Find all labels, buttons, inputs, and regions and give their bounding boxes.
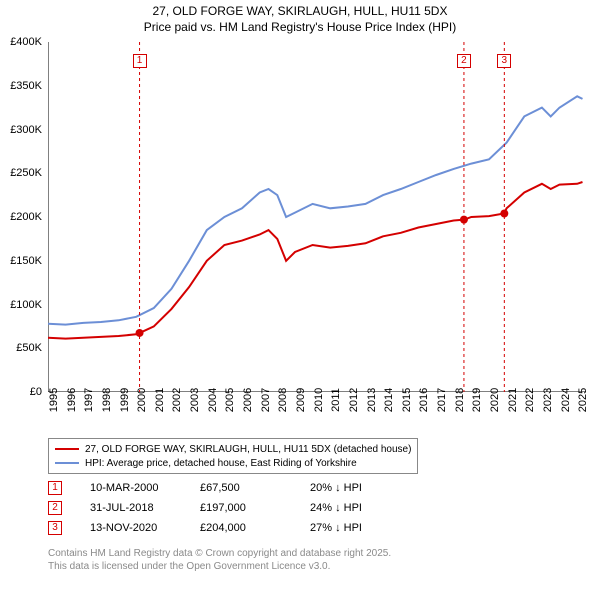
x-tick-label: 2016 (418, 388, 430, 412)
x-tick-label: 2018 (454, 388, 466, 412)
x-tick-label: 1995 (48, 388, 60, 412)
sales-date: 13-NOV-2020 (90, 522, 200, 534)
legend-label-hpi: HPI: Average price, detached house, East… (85, 458, 357, 469)
y-tick-label: £250K (0, 167, 42, 179)
event-marker: 2 (457, 54, 471, 68)
sales-price: £67,500 (200, 482, 310, 494)
x-tick-label: 2004 (207, 388, 219, 412)
x-tick-label: 2017 (436, 388, 448, 412)
legend-label-subject: 27, OLD FORGE WAY, SKIRLAUGH, HULL, HU11… (85, 444, 411, 455)
legend-swatch-hpi (55, 462, 79, 464)
y-tick-label: £200K (0, 211, 42, 223)
footer-line1: Contains HM Land Registry data © Crown c… (48, 548, 391, 561)
x-tick-label: 2010 (313, 388, 325, 412)
x-tick-label: 2011 (330, 388, 342, 412)
sales-date: 10-MAR-2000 (90, 482, 200, 494)
x-tick-label: 1999 (119, 388, 131, 412)
title-line1: 27, OLD FORGE WAY, SKIRLAUGH, HULL, HU11… (0, 4, 600, 20)
sales-row: 1 10-MAR-2000£67,50020% ↓ HPI (48, 478, 410, 498)
sales-price: £197,000 (200, 502, 310, 514)
y-tick-label: £150K (0, 255, 42, 267)
footer: Contains HM Land Registry data © Crown c… (48, 548, 391, 573)
sales-delta: 24% ↓ HPI (310, 502, 410, 514)
sales-table: 1 10-MAR-2000£67,50020% ↓ HPI 2 31-JUL-2018… (48, 478, 410, 538)
x-tick-label: 1996 (66, 388, 78, 412)
legend-row-subject: 27, OLD FORGE WAY, SKIRLAUGH, HULL, HU11… (55, 442, 411, 456)
x-tick-label: 2019 (471, 388, 483, 412)
x-tick-label: 2007 (260, 388, 272, 412)
x-tick-label: 2023 (542, 388, 554, 412)
chart-title: 27, OLD FORGE WAY, SKIRLAUGH, HULL, HU11… (0, 0, 600, 35)
x-tick-label: 2005 (224, 388, 236, 412)
footer-line2: This data is licensed under the Open Gov… (48, 561, 391, 574)
sales-delta: 20% ↓ HPI (310, 482, 410, 494)
x-tick-label: 1998 (101, 388, 113, 412)
x-tick-label: 2012 (348, 388, 360, 412)
y-tick-label: £350K (0, 80, 42, 92)
x-tick-label: 2003 (189, 388, 201, 412)
x-tick-label: 2022 (524, 388, 536, 412)
legend-swatch-subject (55, 448, 79, 450)
x-tick-label: 2000 (136, 388, 148, 412)
x-tick-label: 2014 (383, 388, 395, 412)
title-line2: Price paid vs. HM Land Registry's House … (0, 20, 600, 36)
y-tick-label: £300K (0, 124, 42, 136)
y-tick-label: £400K (0, 36, 42, 48)
y-tick-label: £100K (0, 299, 42, 311)
y-tick-label: £0 (0, 386, 42, 398)
sales-marker: 1 (48, 481, 62, 495)
legend-row-hpi: HPI: Average price, detached house, East… (55, 456, 411, 470)
x-tick-label: 2024 (560, 388, 572, 412)
plot-area (48, 42, 586, 392)
x-tick-label: 2025 (577, 388, 589, 412)
y-tick-label: £50K (0, 342, 42, 354)
x-tick-label: 2008 (277, 388, 289, 412)
event-marker: 3 (497, 54, 511, 68)
sales-marker: 2 (48, 501, 62, 515)
x-tick-label: 2001 (154, 388, 166, 412)
sales-marker: 3 (48, 521, 62, 535)
sales-delta: 27% ↓ HPI (310, 522, 410, 534)
sales-date: 31-JUL-2018 (90, 502, 200, 514)
legend: 27, OLD FORGE WAY, SKIRLAUGH, HULL, HU11… (48, 438, 418, 474)
chart-svg (48, 42, 586, 392)
sales-price: £204,000 (200, 522, 310, 534)
x-tick-label: 2013 (366, 388, 378, 412)
x-tick-label: 1997 (83, 388, 95, 412)
sales-row: 3 13-NOV-2020£204,00027% ↓ HPI (48, 518, 410, 538)
x-tick-label: 2020 (489, 388, 501, 412)
event-marker: 1 (133, 54, 147, 68)
x-tick-label: 2009 (295, 388, 307, 412)
sales-row: 2 31-JUL-2018£197,00024% ↓ HPI (48, 498, 410, 518)
chart-wrapper: { "title": { "line1": "27, OLD FORGE WAY… (0, 0, 600, 590)
x-tick-label: 2002 (171, 388, 183, 412)
x-tick-label: 2006 (242, 388, 254, 412)
x-tick-label: 2015 (401, 388, 413, 412)
x-tick-label: 2021 (507, 388, 519, 412)
